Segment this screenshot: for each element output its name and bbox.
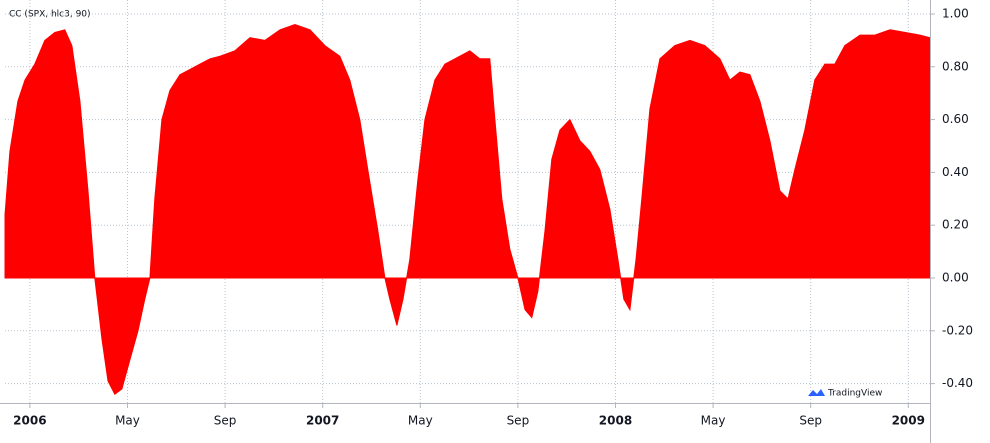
plot-area [4, 23, 931, 395]
indicator-title: CC (SPX, hlc3, 90) [9, 10, 91, 20]
y-tick-label: -0.20 [942, 323, 973, 337]
area [4, 23, 931, 395]
y-tick-label: 0.00 [942, 271, 969, 285]
x-tick-label: May [115, 414, 140, 428]
y-tick-label: 0.80 [942, 59, 969, 73]
x-tick-label: May [408, 414, 433, 428]
x-tick-label: May [701, 414, 726, 428]
x-tick-label: 2006 [13, 414, 46, 428]
watermark: TradingView [808, 389, 882, 399]
y-tick-label: -0.40 [942, 376, 973, 390]
x-tick-label: 2007 [306, 414, 339, 428]
x-tick-label: Sep [214, 414, 237, 428]
x-tick-label: Sep [507, 414, 530, 428]
y-tick-label: 0.20 [942, 218, 969, 232]
y-tick-label: 0.60 [942, 112, 969, 126]
x-tick-label: 2008 [599, 414, 632, 428]
watermark-text: TradingView [827, 389, 882, 399]
y-tick-label: 1.00 [942, 6, 969, 20]
x-tick-label: Sep [799, 414, 822, 428]
x-tick-label: 2009 [892, 414, 925, 428]
y-tick-label: 0.40 [942, 165, 969, 179]
watermark-logo [808, 389, 825, 396]
